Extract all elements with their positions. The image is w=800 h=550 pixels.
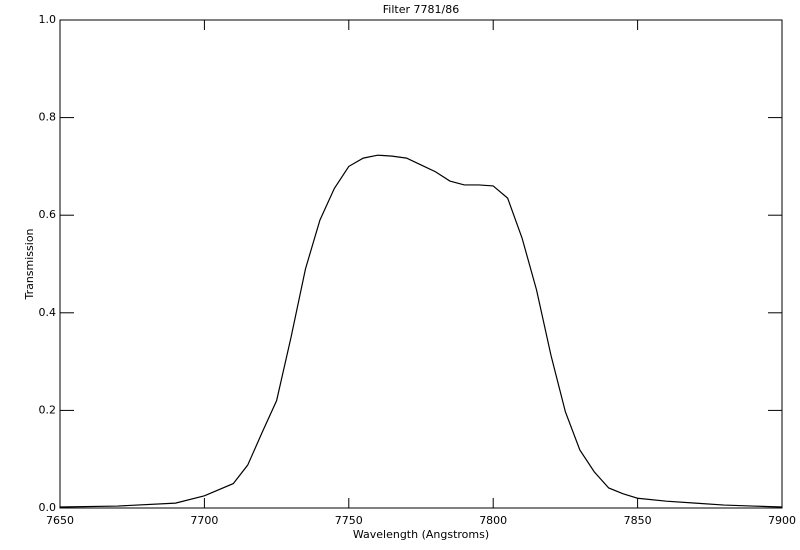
plot-frame [59, 19, 783, 509]
y-tick-label: 1.0 [39, 13, 57, 26]
y-tick-label: 0.6 [39, 208, 57, 221]
x-axis-label: Wavelength (Angstroms) [353, 528, 489, 541]
x-tick-label: 7800 [479, 514, 507, 527]
y-tick-label: 0.2 [39, 403, 57, 416]
y-tick-label: 0.0 [39, 501, 57, 514]
x-tick-label: 7900 [768, 514, 796, 527]
y-axis-label: Transmission [23, 228, 36, 300]
x-tick-label: 7700 [190, 514, 218, 527]
y-tick-label: 0.8 [39, 111, 57, 124]
chart-title: Filter 7781/86 [383, 3, 459, 16]
x-tick-label: 7850 [624, 514, 652, 527]
x-tick-label: 7750 [335, 514, 363, 527]
y-tick-label: 0.4 [39, 306, 57, 319]
x-tick-label: 7650 [46, 514, 74, 527]
data-line [59, 154, 783, 508]
